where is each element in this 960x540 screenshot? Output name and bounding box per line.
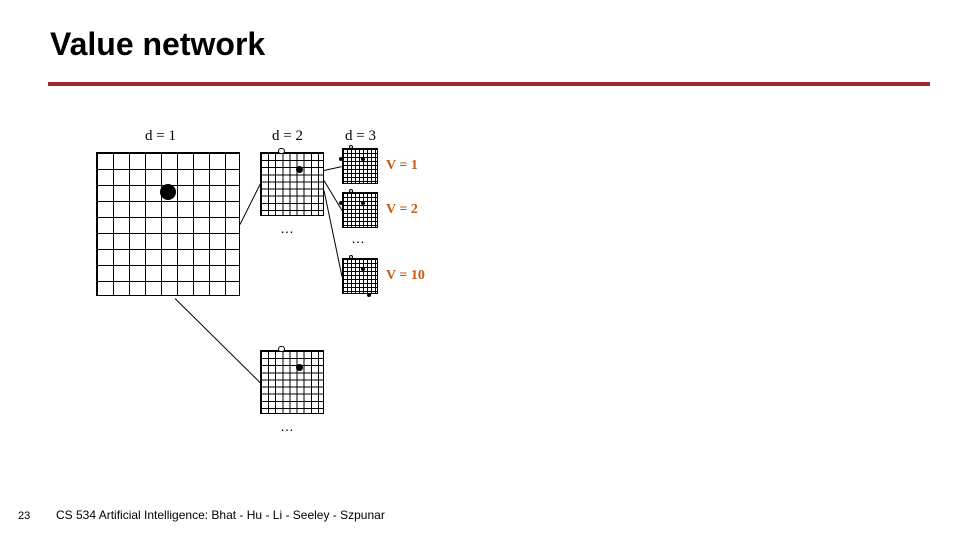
white-stone <box>278 148 284 154</box>
depth-label: d = 1 <box>145 128 176 145</box>
go-board <box>342 148 378 184</box>
ellipsis: … <box>280 220 296 236</box>
ellipsis: … <box>351 230 367 246</box>
go-board <box>260 152 324 216</box>
value-label: V = 10 <box>386 268 425 284</box>
depth-label: d = 3 <box>345 128 376 145</box>
value-network-diagram: d = 1 d = 2 d = 3 V = 1 V = 2 V = 10 … … … <box>60 120 500 460</box>
black-stone <box>367 293 371 297</box>
title-rule <box>48 82 930 86</box>
page-number: 23 <box>18 510 30 522</box>
footer-text: CS 534 Artificial Intelligence: Bhat - H… <box>56 508 385 522</box>
tree-edge <box>175 298 261 383</box>
go-board <box>96 152 240 296</box>
go-board <box>342 258 378 294</box>
go-board <box>342 192 378 228</box>
go-board <box>260 350 324 414</box>
black-stone <box>160 184 176 200</box>
value-label: V = 1 <box>386 158 418 174</box>
black-stone <box>296 364 303 371</box>
depth-label: d = 2 <box>272 128 303 145</box>
ellipsis: … <box>280 418 296 434</box>
value-label: V = 2 <box>386 202 418 218</box>
tree-edge <box>324 166 342 171</box>
page-title: Value network <box>50 26 265 63</box>
tree-edge <box>240 184 261 224</box>
white-stone <box>278 346 284 352</box>
black-stone <box>296 166 303 173</box>
